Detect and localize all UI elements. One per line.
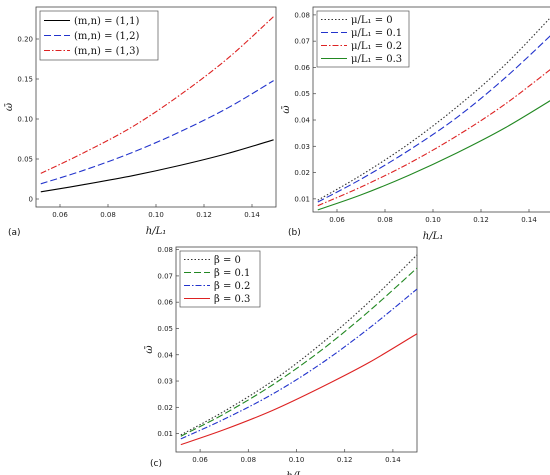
series-line-4 [180,333,418,446]
x-tick-label: 0.14 [244,211,260,219]
y-tick-label: 0.02 [157,404,173,412]
legend-label: μ/L₁ = 0.2 [351,41,402,52]
legend-label: β = 0.1 [214,268,250,279]
y-tick-label: 0 [29,196,33,204]
legend-label: β = 0.2 [214,281,250,292]
x-tick-label: 0.12 [196,211,212,219]
y-axis-label: ω̄ [4,103,15,111]
x-tick-label: 0.10 [148,211,164,219]
x-axis-label: h/L₁ [423,231,443,242]
y-tick-label: 0.07 [157,272,173,280]
legend: (m,n) = (1,1) (m,n) = (1,2) (m,n) = (1,3) [39,10,159,61]
panel-label: (c) [150,459,162,469]
y-tick-label: 0.08 [294,11,310,19]
x-tick-label: 0.14 [521,216,537,224]
chart-panel-2: 0.06 0.08 0.10 0.12 0.14 0.01 0.02 0.03 0.04 0.05… [281,6,550,242]
y-tick-label: 0.07 [294,38,310,46]
legend-label: (m,n) = (1,3) [74,46,139,57]
x-tick-label: 0.08 [377,216,393,224]
x-tick-label: 0.06 [192,456,208,464]
legend-label: β = 0 [214,255,241,266]
y-tick-label: 0.20 [17,36,33,44]
x-axis-label: h/L₁ [286,471,306,475]
x-tick-label: 0.06 [329,216,345,224]
y-tick-label: 0.04 [157,351,173,359]
y-axis-label: ω̄ [144,345,155,353]
y-tick-label: 0.01 [157,430,173,438]
series-line-2 [40,80,274,185]
legend: μ/L₁ = 0 μ/L₁ = 0.1 μ/L₁ = 0.2 μ/L₁ = 0.3 [316,10,410,68]
x-tick-label: 0.12 [473,216,489,224]
legend-label: β = 0.3 [214,294,250,305]
chart-panel-3: 0.06 0.08 0.10 0.12 0.14 0.01 0.02 0.03 0.04 0.05… [144,246,418,475]
series-line-1 [180,254,418,436]
x-tick-label: 0.10 [289,456,305,464]
y-tick-label: 0.15 [17,76,33,84]
legend-box [316,10,410,68]
legend-label: μ/L₁ = 0 [351,15,393,26]
x-tick-label: 0.14 [385,456,401,464]
legend-label: (m,n) = (1,2) [74,31,139,42]
y-tick-label: 0.06 [157,299,173,307]
y-tick-label: 0.03 [157,378,173,386]
panel-label: (b) [288,228,301,238]
y-tick-label: 0.02 [294,169,310,177]
x-tick-label: 0.06 [52,211,68,219]
y-tick-label: 0.10 [17,116,33,124]
legend-label: μ/L₁ = 0.3 [351,54,402,65]
series-line-3 [180,288,418,440]
y-tick-label: 0.01 [294,195,310,203]
y-tick-label: 0.05 [294,90,310,98]
legend: β = 0 β = 0.1 β = 0.2 β = 0.3 [179,250,261,308]
y-tick-label: 0.05 [17,156,33,164]
series-line-1 [317,17,550,201]
x-axis-label: h/L₁ [146,226,166,237]
series-line-3 [40,16,274,174]
y-tick-label: 0.06 [294,64,310,72]
series-line-1 [40,139,274,193]
series-line-2 [317,35,550,203]
legend-box [179,250,261,308]
y-tick-label: 0.05 [157,325,173,333]
x-tick-label: 0.12 [337,456,353,464]
y-tick-label: 0.08 [157,246,173,254]
chart-panel-1: 0.06 0.08 0.10 0.12 0.14 0 0.05 0.10 0.15 0.20 h/L… [4,6,277,238]
x-tick-label: 0.08 [100,211,116,219]
y-axis-label: ω̄ [281,105,292,113]
y-tick-label: 0.04 [294,117,310,125]
legend-label: μ/L₁ = 0.1 [351,28,402,39]
x-tick-label: 0.08 [241,456,257,464]
series-line-4 [317,100,550,211]
x-tick-label: 0.10 [425,216,441,224]
y-tick-label: 0.03 [294,143,310,151]
series-line-2 [180,267,418,437]
panel-label: (a) [8,228,21,238]
legend-label: (m,n) = (1,1) [74,16,139,27]
series-line-3 [317,69,550,207]
